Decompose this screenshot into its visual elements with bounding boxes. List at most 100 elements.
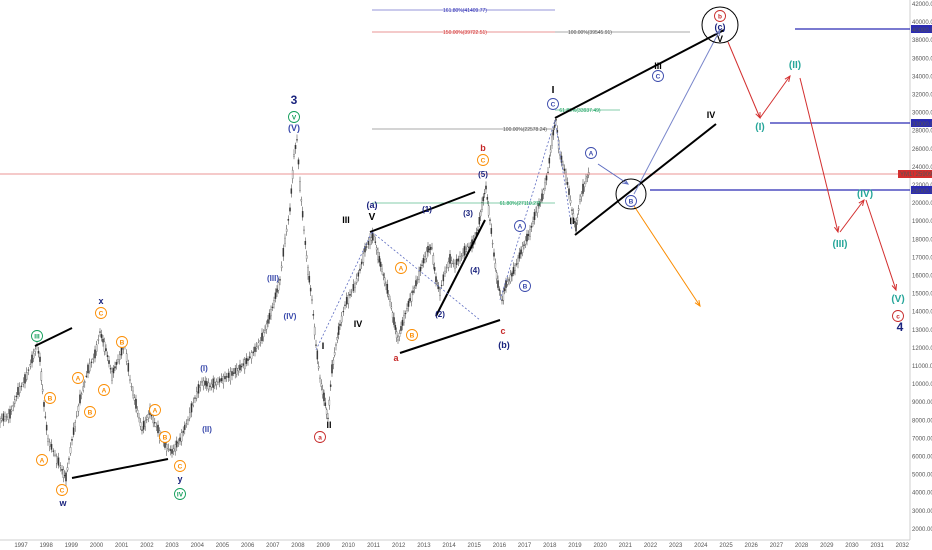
projection-arrow bbox=[633, 205, 701, 307]
candle-body bbox=[264, 329, 266, 331]
trendline bbox=[554, 29, 725, 119]
projection-arrow bbox=[759, 75, 791, 119]
candle-body bbox=[319, 377, 321, 379]
candle-body bbox=[477, 229, 479, 231]
wave-label: (II) bbox=[202, 425, 212, 434]
candle-body bbox=[305, 255, 308, 259]
wave-label-circle bbox=[652, 70, 664, 82]
candle-body bbox=[141, 429, 143, 431]
candle-body bbox=[400, 326, 402, 331]
candle-body bbox=[152, 416, 154, 424]
candle-body bbox=[437, 286, 440, 289]
candle-body bbox=[431, 247, 433, 249]
candle-body bbox=[435, 276, 437, 283]
candle-body bbox=[407, 300, 410, 307]
y-tick-label: 20000.00 bbox=[912, 201, 932, 207]
candle-body bbox=[259, 340, 261, 343]
x-tick-label: 2029 bbox=[820, 543, 834, 549]
candle-body bbox=[106, 355, 109, 357]
wave-label: I bbox=[322, 341, 325, 351]
candle-body bbox=[155, 426, 158, 428]
candle-body bbox=[144, 420, 146, 427]
candle-body bbox=[103, 341, 106, 352]
candle-body bbox=[382, 274, 385, 276]
wave-label: (2) bbox=[435, 310, 445, 319]
wave-label-circled: B bbox=[88, 410, 93, 417]
candle-body bbox=[404, 313, 407, 315]
wave-label-circled: A bbox=[40, 458, 45, 465]
x-tick-label: 2011 bbox=[367, 543, 381, 549]
x-tick-label: 2019 bbox=[568, 543, 582, 549]
candle-body bbox=[79, 394, 81, 404]
wave-label-circled: B bbox=[410, 333, 415, 340]
candle-body bbox=[309, 287, 312, 292]
candle-body bbox=[133, 397, 136, 401]
candle-body bbox=[210, 383, 213, 388]
candle-body bbox=[320, 383, 323, 387]
candle-body bbox=[440, 284, 443, 287]
x-tick-label: 2020 bbox=[593, 543, 607, 549]
candle-body bbox=[542, 189, 545, 195]
candle-body bbox=[345, 296, 348, 305]
candle-body bbox=[10, 409, 13, 412]
candle-body bbox=[412, 290, 414, 293]
candle-body bbox=[17, 387, 19, 396]
wave-label-circled: C bbox=[99, 311, 104, 318]
candle-body bbox=[268, 312, 271, 320]
x-tick-label: 2024 bbox=[694, 543, 708, 549]
candle-body bbox=[459, 256, 461, 262]
candle-body bbox=[177, 442, 180, 444]
candle-body bbox=[204, 380, 206, 386]
projection-arrow-head bbox=[784, 74, 791, 82]
projection-arrow-head bbox=[622, 178, 630, 185]
wave-label-circle bbox=[44, 392, 56, 404]
candle-body bbox=[560, 155, 563, 163]
candle-body bbox=[280, 265, 283, 269]
candle-body bbox=[444, 270, 446, 274]
candle-body bbox=[409, 298, 411, 302]
x-tick-label: 2010 bbox=[342, 543, 356, 549]
candle-body bbox=[479, 211, 482, 217]
candle-body bbox=[397, 339, 399, 341]
candle-body bbox=[239, 364, 241, 371]
candle-body bbox=[347, 294, 350, 304]
candle-body bbox=[274, 292, 277, 299]
x-tick-label: 2032 bbox=[896, 543, 910, 549]
candle-body bbox=[515, 263, 518, 265]
candle-body bbox=[146, 419, 148, 421]
wave-label: (1) bbox=[422, 205, 432, 214]
level-price-tag bbox=[911, 119, 932, 127]
candle-body bbox=[39, 356, 41, 362]
y-tick-label: 15000.00 bbox=[912, 292, 932, 298]
candle-body bbox=[385, 284, 387, 286]
candle-body bbox=[460, 255, 463, 257]
candle-body bbox=[569, 200, 572, 204]
candle-body bbox=[227, 372, 230, 378]
candle-body bbox=[342, 310, 345, 313]
y-tick-label: 19000.00 bbox=[912, 219, 932, 225]
candle-body bbox=[339, 323, 341, 326]
candle-body bbox=[225, 376, 228, 378]
candle-body bbox=[31, 354, 33, 364]
candle-body bbox=[313, 326, 316, 336]
candle-body bbox=[544, 182, 546, 189]
candle-body bbox=[202, 380, 205, 387]
candle-body bbox=[331, 364, 333, 374]
candle-body bbox=[394, 325, 397, 330]
wave-label: (IV) bbox=[284, 312, 297, 321]
fib-level-label: 100.00%(39545.91) bbox=[568, 30, 612, 36]
candle-body bbox=[491, 243, 494, 245]
candle-body bbox=[82, 386, 84, 391]
candle-body bbox=[485, 185, 487, 190]
candle-body bbox=[25, 372, 28, 380]
candle-body bbox=[530, 226, 533, 228]
candle-body bbox=[139, 422, 142, 427]
candle-body bbox=[447, 261, 450, 268]
candle-body bbox=[371, 232, 374, 241]
candle-body bbox=[364, 246, 366, 253]
candle-body bbox=[265, 323, 268, 330]
candle-body bbox=[100, 334, 103, 338]
candle-body bbox=[421, 264, 423, 266]
wave-label-circle bbox=[519, 280, 531, 292]
